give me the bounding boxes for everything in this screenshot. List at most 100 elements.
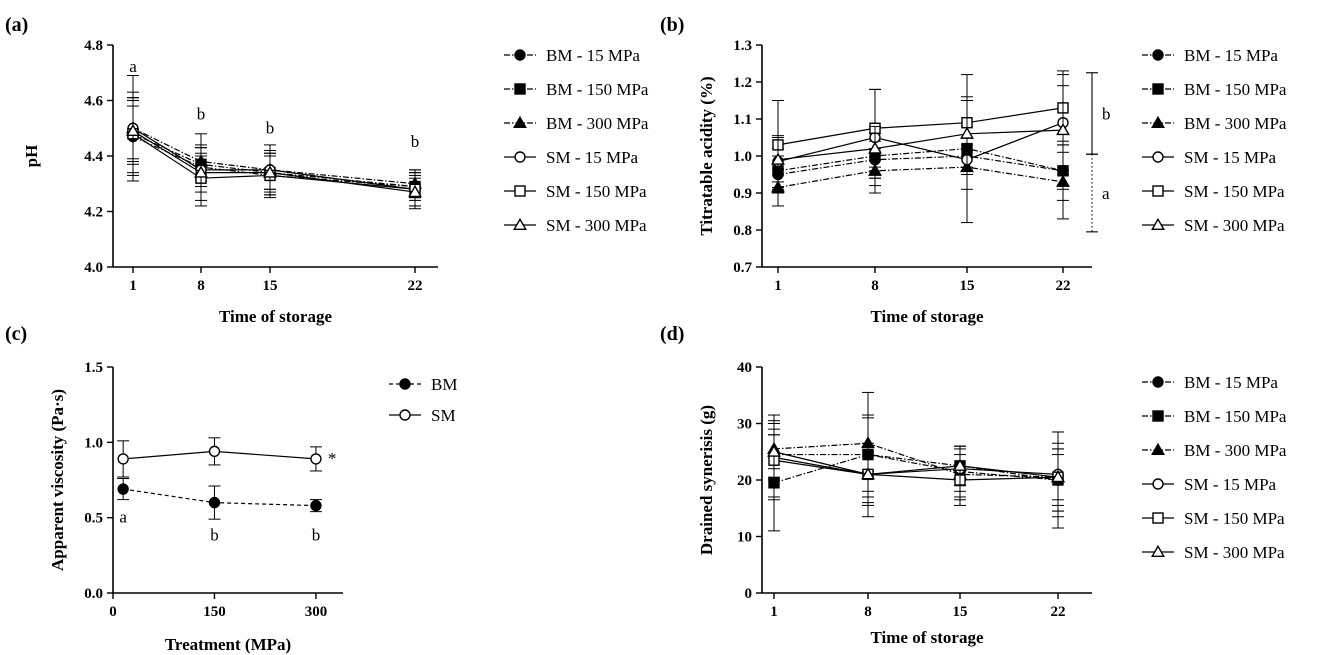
legend-label: SM - 150 MPa — [1184, 509, 1285, 528]
legend-marker — [1152, 512, 1164, 524]
legend-entry: BM - 15 MPa — [504, 46, 640, 65]
legend-label: SM - 300 MPa — [1184, 216, 1285, 235]
series-line — [132, 130, 416, 193]
series-6 — [771, 85, 1070, 183]
y-tick-label: 20 — [737, 473, 752, 489]
y-tick-label: 0.8 — [733, 223, 752, 239]
legend-marker — [513, 217, 527, 231]
data-point — [310, 453, 322, 465]
panel-label: (b) — [660, 14, 684, 36]
series-3 — [771, 144, 1070, 220]
annotation-label: a — [129, 57, 137, 76]
data-point — [953, 458, 967, 471]
legend-entry: SM - 150 MPa — [1142, 182, 1285, 201]
panel-label: (a) — [5, 14, 28, 36]
axes: 0 10 20 30 40 1 8 15 22 — [737, 360, 1092, 620]
y-tick-label: 10 — [737, 530, 752, 546]
series-1 — [117, 477, 322, 520]
x-tick-label: 300 — [305, 604, 328, 620]
annotation-label: b — [266, 118, 275, 137]
y-tick-label: 1.0 — [733, 149, 752, 165]
bracket-label: b — [1102, 104, 1111, 123]
legend-label: BM — [431, 375, 457, 394]
x-tick-label: 0 — [109, 604, 117, 620]
y-tick-label: 0.7 — [733, 260, 752, 276]
annotation-label: b — [411, 132, 420, 151]
legend-entry: SM - 150 MPa — [1142, 509, 1285, 528]
series-line — [773, 453, 1059, 484]
legend-entry: BM - 150 MPa — [504, 80, 649, 99]
series-line — [777, 122, 1064, 163]
series-2 — [768, 391, 1064, 532]
legend-marker — [513, 115, 527, 129]
legend-label: SM — [431, 406, 456, 425]
legend-marker — [1151, 544, 1165, 558]
y-tick-label: 1.2 — [733, 75, 752, 91]
legend-marker — [399, 378, 411, 390]
axes: 0.0 0.5 1.0 1.5 0 150 300 — [84, 360, 343, 620]
y-tick-label: 0.0 — [84, 586, 103, 602]
legend-entry: SM - 15 MPa — [504, 148, 639, 167]
legend-entry: BM - 300 MPa — [1142, 114, 1287, 133]
legend-entry: SM - 300 MPa — [1142, 543, 1285, 562]
panel-label: (c) — [5, 323, 27, 345]
legend-label: BM - 300 MPa — [546, 114, 649, 133]
x-axis-label: Time of storage — [871, 307, 984, 326]
data-point — [263, 165, 277, 178]
y-tick-label: 1.1 — [733, 112, 752, 128]
series-4 — [127, 75, 421, 210]
data-point — [117, 453, 129, 465]
legend-marker — [1151, 442, 1165, 456]
legend-label: BM - 15 MPa — [1184, 373, 1278, 392]
series-line — [773, 451, 1059, 478]
y-tick-label: 4.8 — [84, 38, 103, 54]
series-line — [777, 107, 1064, 146]
annotation-label: b — [210, 526, 219, 545]
y-axis-label: Drained synerisis (g) — [697, 405, 716, 555]
legend-entry: SM - 300 MPa — [1142, 216, 1285, 235]
axes: 0.7 0.8 0.9 1.0 1.1 1.2 1.3 1 8 15 22 — [733, 38, 1092, 294]
series-6 — [767, 434, 1065, 501]
y-tick-label: 0.9 — [733, 186, 752, 202]
legend-marker — [1152, 49, 1164, 61]
legend-entry: BM - 15 MPa — [1142, 373, 1278, 392]
series-4 — [772, 74, 1069, 224]
data-point — [771, 152, 785, 165]
panel-3: (c) 0.0 0.5 1.0 1.5 0 150 300 Treatment (MPa) App… — [5, 323, 457, 654]
axes: 4.0 4.2 4.4 4.6 4.8 1 8 15 22 — [84, 38, 438, 294]
series-line — [773, 442, 1059, 478]
y-tick-label: 0 — [745, 586, 753, 602]
legend-marker — [399, 409, 411, 421]
y-tick-label: 4.4 — [84, 149, 103, 165]
y-tick-label: 4.2 — [84, 205, 103, 221]
y-tick-label: 4.0 — [84, 260, 103, 276]
x-tick-label: 15 — [263, 278, 278, 294]
legend-marker — [514, 151, 526, 163]
legend-label: SM - 150 MPa — [1184, 182, 1285, 201]
data-point — [126, 123, 140, 137]
series-line — [774, 453, 1059, 481]
data-point — [861, 467, 875, 480]
legend-label: BM - 300 MPa — [1184, 441, 1287, 460]
x-tick-label: 15 — [953, 604, 968, 620]
legend-marker — [514, 185, 526, 197]
legend-entry: BM - 150 MPa — [1142, 407, 1287, 426]
series-line — [777, 166, 1064, 189]
y-tick-label: 0.5 — [84, 511, 103, 527]
series-6 — [126, 97, 422, 207]
series-line — [777, 129, 1064, 161]
y-axis-label: Apparent viscosity (Pa·s) — [48, 389, 67, 571]
bracket-label: a — [1102, 184, 1110, 203]
legend-entry: BM - 300 MPa — [504, 114, 649, 133]
series-5 — [768, 423, 1064, 512]
legend-marker — [514, 49, 526, 61]
x-axis-label: Time of storage — [871, 628, 984, 647]
legend-label: BM - 15 MPa — [1184, 46, 1278, 65]
legend-label: SM - 150 MPa — [546, 182, 647, 201]
series-2 — [117, 437, 322, 478]
x-axis-label: Time of storage — [219, 307, 332, 326]
legend-entry: BM - 150 MPa — [1142, 80, 1287, 99]
x-tick-label: 1 — [129, 278, 137, 294]
panel-label: (d) — [660, 323, 684, 345]
